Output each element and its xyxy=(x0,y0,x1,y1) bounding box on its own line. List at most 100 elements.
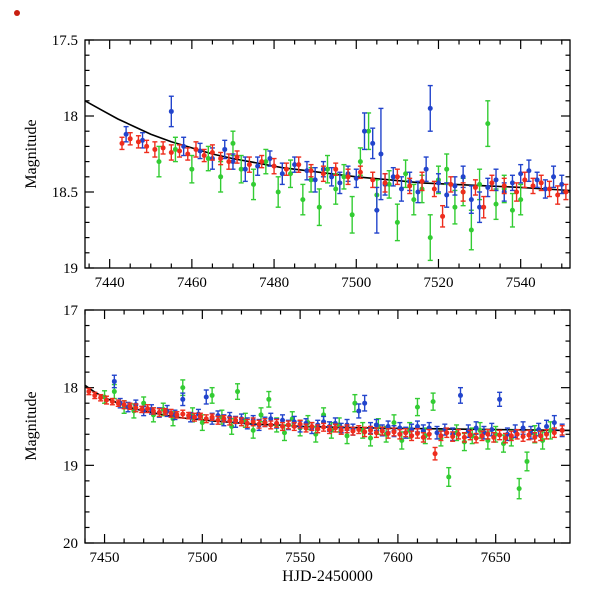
data-point xyxy=(538,180,544,186)
data-point xyxy=(394,219,400,225)
data-point xyxy=(344,433,350,439)
data-point xyxy=(526,168,532,174)
data-point xyxy=(518,171,524,177)
data-point xyxy=(199,420,205,426)
data-point xyxy=(379,428,385,434)
data-point xyxy=(479,433,485,439)
data-point xyxy=(209,149,215,155)
x-tick-label: 7440 xyxy=(95,275,125,291)
data-point xyxy=(524,458,530,464)
data-point xyxy=(133,405,139,411)
data-point xyxy=(362,400,368,406)
data-point xyxy=(456,431,462,437)
data-point xyxy=(325,166,330,172)
data-point xyxy=(256,421,262,427)
data-point xyxy=(258,412,264,418)
data-point xyxy=(468,197,474,203)
data-point xyxy=(162,409,168,415)
y-tick-label: 17.5 xyxy=(52,33,78,49)
data-point xyxy=(414,430,420,436)
series-red xyxy=(119,132,569,228)
y-tick-label: 18 xyxy=(63,381,78,397)
data-point xyxy=(426,431,432,437)
data-point xyxy=(104,397,110,403)
data-point xyxy=(304,168,310,174)
data-point xyxy=(111,378,117,384)
data-point xyxy=(181,143,187,149)
data-point xyxy=(205,156,211,162)
data-point xyxy=(444,166,450,172)
data-point xyxy=(493,201,499,207)
data-point xyxy=(457,392,463,398)
data-point xyxy=(119,140,125,146)
data-point xyxy=(144,143,150,149)
data-point xyxy=(209,392,215,398)
data-point xyxy=(263,159,269,165)
data-point xyxy=(520,425,526,431)
data-point xyxy=(398,186,404,192)
data-point xyxy=(333,166,339,172)
data-point xyxy=(238,419,244,425)
data-point xyxy=(259,159,265,165)
data-point xyxy=(297,421,303,427)
data-point xyxy=(440,213,446,219)
panel-bottom: 7450 7500 7550 7600 7650 17 18 19 20 xyxy=(63,303,571,566)
data-point xyxy=(111,389,117,395)
data-point xyxy=(337,180,343,186)
x-axis-label: HJD-2450000 xyxy=(282,568,373,585)
data-point xyxy=(275,189,281,195)
data-point xyxy=(316,204,322,210)
data-point xyxy=(448,181,454,187)
data-point xyxy=(559,427,565,433)
x-tick-label: 7600 xyxy=(383,550,413,566)
data-point xyxy=(427,105,433,111)
data-point xyxy=(559,181,565,187)
data-point xyxy=(180,396,186,402)
data-point xyxy=(414,424,420,429)
data-point xyxy=(86,389,92,395)
data-point xyxy=(438,433,444,439)
data-point xyxy=(403,171,409,177)
data-point xyxy=(140,137,146,143)
data-point xyxy=(185,151,191,157)
data-point xyxy=(526,432,532,438)
data-point xyxy=(444,192,450,198)
x-tick-label: 7500 xyxy=(187,550,217,566)
data-point xyxy=(233,417,239,423)
data-point xyxy=(357,169,363,175)
data-point xyxy=(280,417,286,423)
data-point xyxy=(279,171,285,177)
data-point xyxy=(168,108,174,114)
data-point xyxy=(420,434,426,440)
data-point xyxy=(156,159,162,165)
data-point xyxy=(109,399,115,405)
data-point xyxy=(296,162,302,168)
data-point xyxy=(450,434,456,440)
data-point xyxy=(452,183,458,189)
data-point xyxy=(121,402,127,408)
data-point xyxy=(321,424,327,430)
y-axis-label-bottom: Magnitude xyxy=(23,391,40,461)
data-point xyxy=(544,431,550,437)
data-point xyxy=(308,177,314,183)
data-point xyxy=(274,420,280,426)
data-point xyxy=(431,186,437,192)
data-point xyxy=(394,174,400,180)
x-tick-label: 7520 xyxy=(423,275,453,291)
data-point xyxy=(403,430,409,436)
data-point xyxy=(244,420,250,426)
y-tick-label: 17 xyxy=(63,303,79,319)
data-point xyxy=(409,433,415,439)
data-point xyxy=(390,174,396,180)
data-point xyxy=(280,424,286,429)
data-point xyxy=(385,430,391,436)
data-point xyxy=(338,427,344,433)
data-point xyxy=(345,174,351,180)
data-point xyxy=(374,207,380,213)
y-tick-label: 18 xyxy=(63,109,78,125)
data-point xyxy=(382,180,388,186)
data-point xyxy=(386,181,392,187)
y-tick-label: 20 xyxy=(63,536,78,552)
data-point xyxy=(139,406,145,412)
